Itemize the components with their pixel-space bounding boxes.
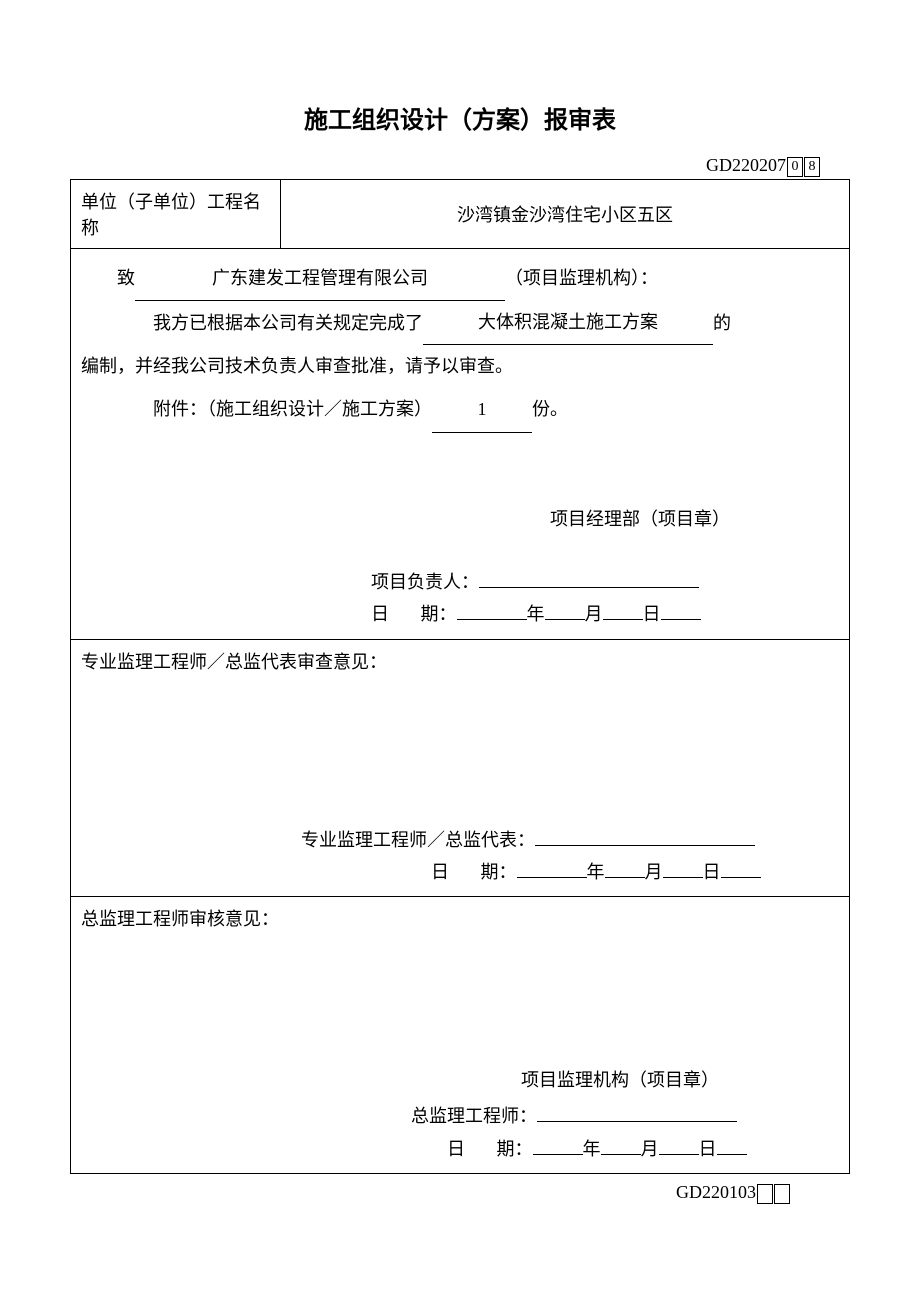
day-1: 日: [643, 604, 661, 624]
attachment-line: 附件：（施工组织设计／施工方案）1份。: [81, 388, 839, 432]
year-2: 年: [587, 862, 605, 882]
top-code-prefix: GD220207: [706, 155, 786, 175]
month-2: 月: [645, 862, 663, 882]
line3: 编制，并经我公司技术负责人审查批准，请予以审查。: [81, 345, 839, 388]
project-name-label: 单位（子单位）工程名称: [71, 179, 281, 248]
to-suffix: （项目监理机构）：: [505, 268, 658, 288]
day-3: 日: [699, 1139, 717, 1159]
attach-suffix: 份。: [532, 399, 568, 419]
line2-suffix: 的: [713, 313, 731, 333]
month-1: 月: [585, 604, 603, 624]
month-underline-1: [545, 619, 585, 620]
date-label-1a: 日: [371, 604, 389, 624]
day-underline-1: [603, 619, 643, 620]
date-label-2b: 期：: [481, 862, 517, 882]
top-code-row: GD22020708: [70, 155, 850, 177]
company-underline: 广东建发工程管理有限公司: [135, 257, 505, 301]
date-label-2a: 日: [431, 862, 449, 882]
sig-block-3: 总监理工程师： 日 期： 年 月 日: [81, 1100, 839, 1165]
section3-heading: 总监理工程师审核意见：: [81, 905, 839, 931]
stamp-block-1: 项目经理部（项目章）: [81, 498, 839, 541]
sig-label-2: 专业监理工程师／总监代表：: [301, 830, 535, 850]
day-underline-3: [659, 1154, 699, 1155]
bottom-code-row: GD220103: [70, 1182, 850, 1204]
main-table: 单位（子单位）工程名称 沙湾镇金沙湾住宅小区五区 致广东建发工程管理有限公司（项…: [70, 179, 850, 1174]
date-label-3b: 期：: [497, 1139, 533, 1159]
project-name-value: 沙湾镇金沙湾住宅小区五区: [281, 179, 850, 248]
section2-cell: 专业监理工程师／总监代表审查意见： 专业监理工程师／总监代表： 日 期： 年 月 日: [71, 639, 850, 897]
line2-prefix: 我方已根据本公司有关规定完成了: [153, 313, 423, 333]
day-2: 日: [703, 862, 721, 882]
copies-underline: 1: [432, 388, 532, 432]
year-underline-2: [517, 877, 587, 878]
header-row: 单位（子单位）工程名称 沙湾镇金沙湾住宅小区五区: [71, 179, 850, 248]
date-label-3a: 日: [447, 1139, 465, 1159]
date-line-1: 日 期： 年 月 日: [371, 598, 839, 630]
end-underline-2: [721, 877, 761, 878]
plan-name-underline: 大体积混凝土施工方案: [423, 301, 713, 345]
chief-engineer-sig: 总监理工程师：: [411, 1100, 839, 1132]
project-manager-sig: 项目负责人：: [371, 566, 839, 598]
plan-line: 我方已根据本公司有关规定完成了大体积混凝土施工方案的: [81, 301, 839, 345]
addressee-line: 致广东建发工程管理有限公司（项目监理机构）：: [81, 257, 839, 301]
bottom-code-box-2: [774, 1184, 790, 1204]
year-3: 年: [583, 1139, 601, 1159]
date-line-3: 日 期： 年 月 日: [411, 1133, 839, 1165]
section2-heading: 专业监理工程师／总监代表审查意见：: [81, 648, 839, 674]
section3-row: 总监理工程师审核意见： 项目监理机构（项目章） 总监理工程师： 日 期： 年 月 日: [71, 897, 850, 1174]
body-cell: 致广东建发工程管理有限公司（项目监理机构）： 我方已根据本公司有关规定完成了大体…: [71, 248, 850, 639]
year-underline-3: [533, 1154, 583, 1155]
attach-prefix: 附件：（施工组织设计／施工方案）: [153, 399, 432, 419]
sig-underline-3: [537, 1121, 737, 1122]
month-3: 月: [641, 1139, 659, 1159]
section3-cell: 总监理工程师审核意见： 项目监理机构（项目章） 总监理工程师： 日 期： 年 月 日: [71, 897, 850, 1174]
year-underline-1: [457, 619, 527, 620]
date-line-2: 日 期： 年 月 日: [301, 856, 839, 888]
sig-label-1: 项目负责人：: [371, 572, 479, 592]
end-underline-3: [717, 1154, 747, 1155]
top-code-box-2: 8: [804, 157, 820, 177]
end-underline-1: [661, 619, 701, 620]
sig-block-2: 专业监理工程师／总监代表： 日 期： 年 月 日: [81, 824, 839, 889]
to-prefix: 致: [117, 268, 135, 288]
sig-underline-2: [535, 845, 755, 846]
month-underline-3: [601, 1154, 641, 1155]
sig-underline-1: [479, 587, 699, 588]
stamp-block-3: 项目监理机构（项目章）: [81, 1066, 839, 1092]
day-underline-2: [663, 877, 703, 878]
body-row: 致广东建发工程管理有限公司（项目监理机构）： 我方已根据本公司有关规定完成了大体…: [71, 248, 850, 639]
sig-block-1: 项目负责人： 日 期： 年 月 日: [81, 566, 839, 631]
supervisor-sig: 专业监理工程师／总监代表：: [301, 824, 839, 856]
bottom-code-box-1: [757, 1184, 773, 1204]
section2-row: 专业监理工程师／总监代表审查意见： 专业监理工程师／总监代表： 日 期： 年 月 日: [71, 639, 850, 897]
top-code-box-1: 0: [787, 157, 803, 177]
sig-label-3: 总监理工程师：: [411, 1106, 537, 1126]
date-label-1b: 期：: [421, 604, 457, 624]
year-1: 年: [527, 604, 545, 624]
month-underline-2: [605, 877, 645, 878]
form-title: 施工组织设计（方案）报审表: [70, 100, 850, 135]
bottom-code-prefix: GD220103: [676, 1182, 756, 1202]
